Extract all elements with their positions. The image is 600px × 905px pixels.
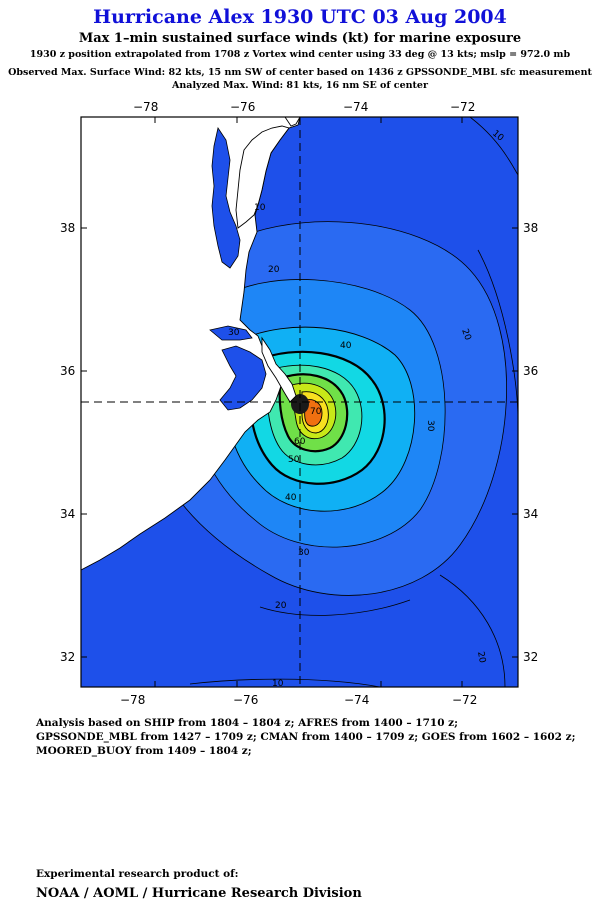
credit-organization: NOAA / AOML / Hurricane Research Divisio… <box>36 886 362 901</box>
contour-label: 20 <box>275 601 287 611</box>
lon-tick-top-74: −74 <box>343 100 368 114</box>
pamlico-sound <box>219 345 267 411</box>
radii-row-34k: 127 <box>108 155 126 166</box>
land-delmarva <box>235 125 290 229</box>
albemarle-sound <box>209 325 253 341</box>
lon-tick-bottom-78: −78 <box>120 693 145 707</box>
contour-label: 10 <box>254 203 266 213</box>
lon-tick-bottom-72: −72 <box>452 693 477 707</box>
analysis-line-2: GPSSONDE_MBL from 1427 – 1709 z; CMAN fr… <box>36 731 576 743</box>
page-title: Hurricane Alex 1930 UTC 03 Aug 2004 <box>93 6 507 28</box>
contour-fill-80 <box>304 399 323 427</box>
chesapeake-bay <box>211 126 241 269</box>
position-note: 1930 z position extrapolated from 1708 z… <box>29 49 571 60</box>
contour-label: 30 <box>298 548 310 558</box>
radii-row-64k: 42 <box>156 155 168 166</box>
radii-header-64k: 64K <box>153 127 171 138</box>
lat-tick-right-38: 38 <box>523 221 538 235</box>
land-new-jersey <box>284 117 301 127</box>
radii-row-50k: 62 <box>136 141 148 152</box>
contour-label: 10 <box>272 679 284 689</box>
contour-line-20-south <box>259 599 411 616</box>
contour-label: 40 <box>285 493 297 503</box>
radii-row-quadrant: NW <box>91 183 104 194</box>
outer-banks <box>261 336 297 403</box>
observed-max-wind: Observed Max. Surface Wind: 82 kts, 15 n… <box>8 67 592 78</box>
lat-tick-right-34: 34 <box>523 507 538 521</box>
contour-label: 50 <box>288 455 300 465</box>
lon-tick-bottom-74: −74 <box>344 693 369 707</box>
contour-line-10-northeast <box>469 117 518 176</box>
radii-row-34k: 121 <box>108 141 126 152</box>
contour-label: 40 <box>340 341 352 351</box>
radii-row-50k: 67 <box>136 155 148 166</box>
lat-tick-left-38: 38 <box>60 221 75 235</box>
wind-radii-table: 34K 50K 64K NE 121 62 33 SE 127 67 42 SW… <box>91 127 171 194</box>
radii-header-34k: 34K <box>111 127 129 138</box>
radii-row-34k: 63 <box>108 183 120 194</box>
lat-tick-right-36: 36 <box>523 364 538 378</box>
credit-label: Experimental research product of: <box>36 868 239 880</box>
axis-ticks <box>81 117 518 687</box>
lon-tick-top-78: −78 <box>133 100 158 114</box>
lat-tick-left-34: 34 <box>60 507 75 521</box>
radii-row-50k: 49 <box>136 169 148 180</box>
contour-line-20-southeast <box>439 574 506 687</box>
contour-label: 20 <box>268 265 280 275</box>
radii-row-quadrant: NE <box>91 141 103 152</box>
wind-analysis-map: −78 −76 −74 −72 −78 −76 −74 −72 38 36 34… <box>60 100 538 707</box>
contour-label: 30 <box>425 420 435 432</box>
radii-row-34k: 101 <box>108 169 126 180</box>
analysis-sources: Analysis based on SHIP from 1804 – 1804 … <box>36 716 575 758</box>
contour-label: 30 <box>228 328 240 338</box>
analysis-line-1: Analysis based on SHIP from 1804 – 1804 … <box>36 717 458 729</box>
lon-tick-top-76: −76 <box>230 100 255 114</box>
radii-row-quadrant: SE <box>91 155 103 166</box>
radii-row-64k: 13 <box>156 183 168 194</box>
contour-label: 70 <box>310 407 322 417</box>
contour-label: 20 <box>459 328 472 342</box>
contour-label: 60 <box>294 437 306 447</box>
radii-header-50k: 50K <box>134 127 152 138</box>
radii-row-50k: 34 <box>136 183 148 194</box>
radii-row-64k: 24 <box>156 169 168 180</box>
radii-row-64k: 33 <box>156 141 168 152</box>
analyzed-max-wind: Analyzed Max. Wind: 81 kts, 16 nm SE of … <box>172 80 428 91</box>
map-subtitle: Max 1–min sustained surface winds (kt) f… <box>78 31 522 46</box>
lat-tick-left-36: 36 <box>60 364 75 378</box>
radii-row-quadrant: SW <box>91 169 104 180</box>
lon-tick-bottom-76: −76 <box>233 693 258 707</box>
lat-tick-left-32: 32 <box>60 650 75 664</box>
analysis-line-3: MOORED_BUOY from 1409 – 1804 z; <box>36 745 252 757</box>
lon-tick-top-72: −72 <box>450 100 475 114</box>
contour-line-10-south <box>189 678 381 687</box>
lat-tick-right-32: 32 <box>523 650 538 664</box>
contour-label: 20 <box>475 651 487 664</box>
